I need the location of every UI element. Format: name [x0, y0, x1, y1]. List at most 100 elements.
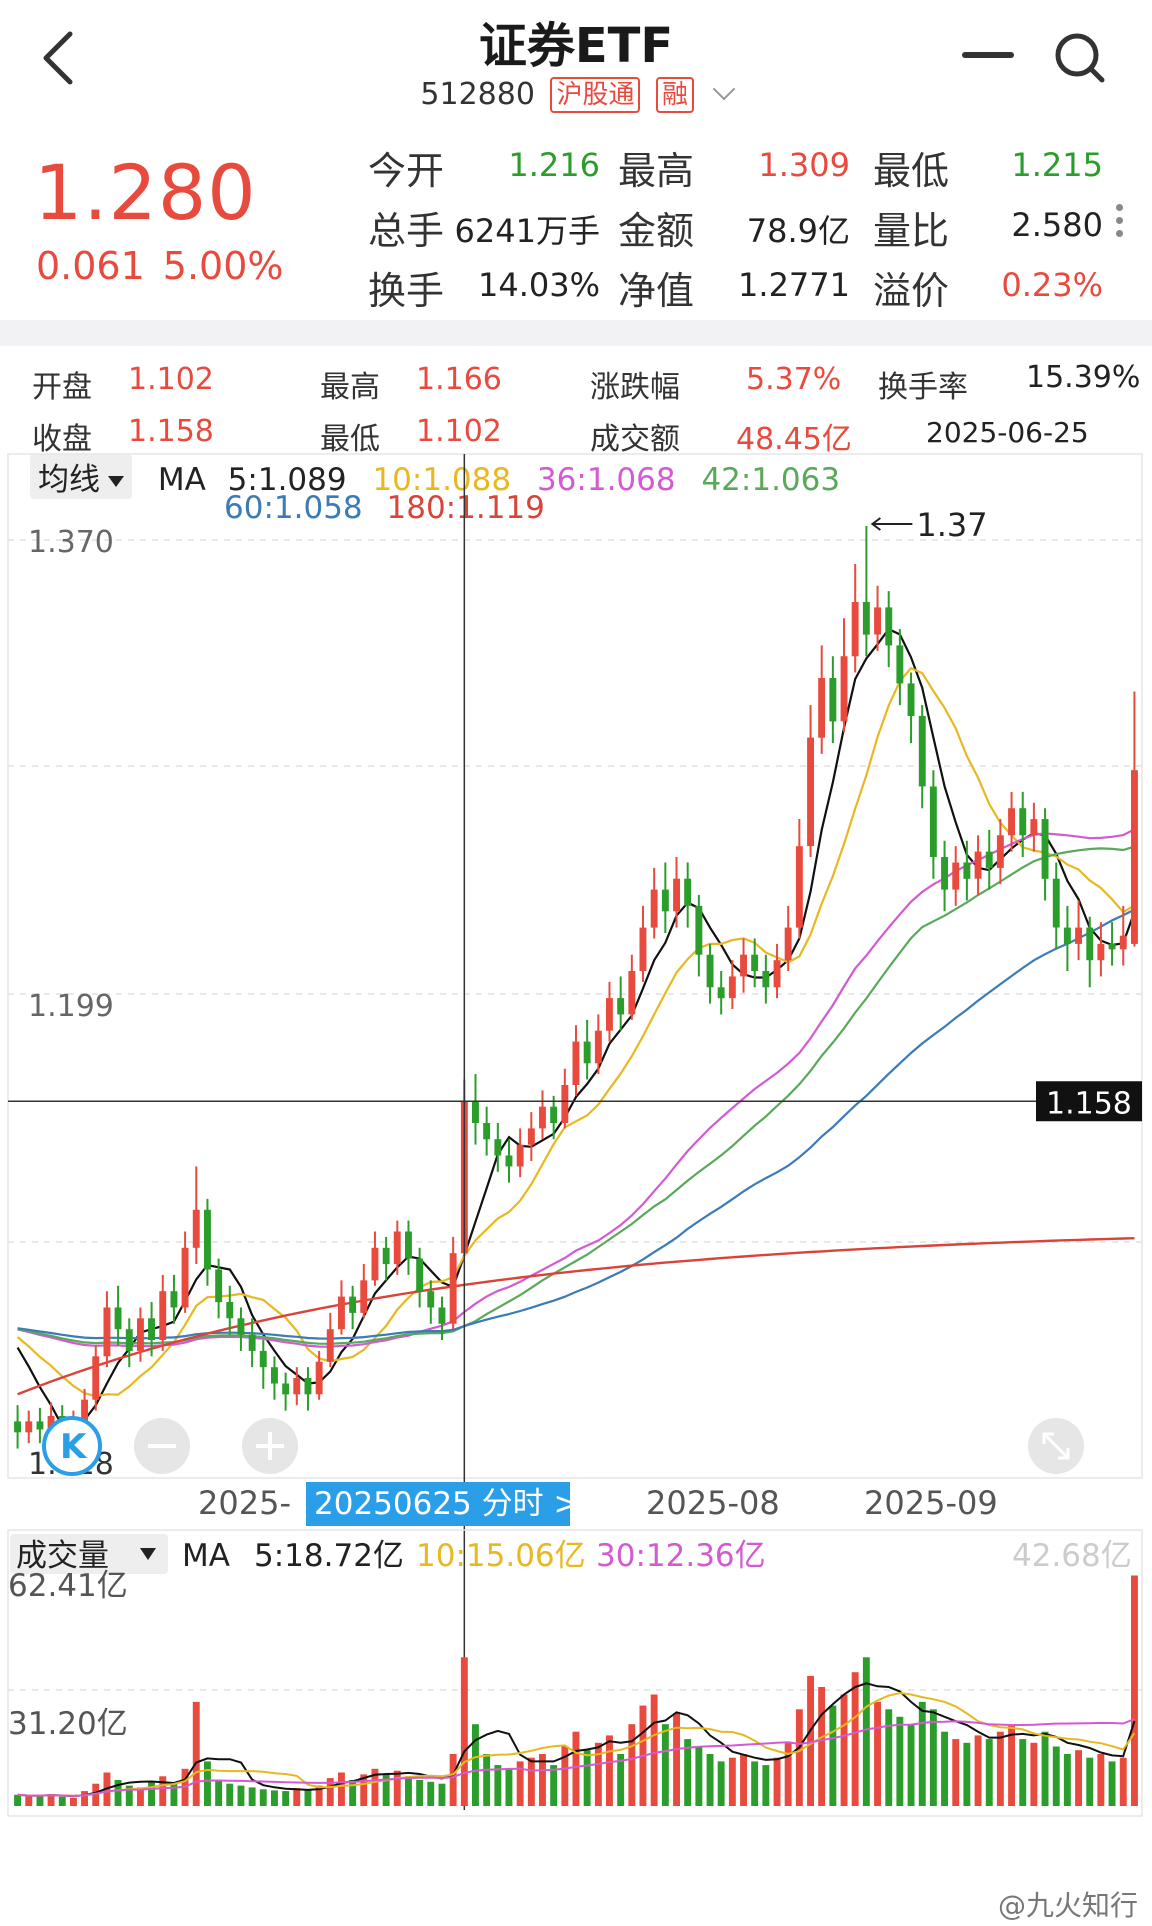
volume-bar [483, 1754, 491, 1806]
candle-body [717, 987, 725, 999]
candle [338, 1280, 345, 1335]
candle-body [706, 954, 714, 988]
candle [684, 862, 692, 928]
volume-bar [762, 1765, 770, 1806]
volume-bar [70, 1797, 77, 1806]
candle-body [25, 1421, 33, 1433]
volume-bar [349, 1780, 357, 1806]
volume-bar [58, 1796, 66, 1806]
search-icon[interactable] [1052, 30, 1108, 86]
candle [125, 1318, 133, 1368]
expand-icon [1042, 1432, 1070, 1460]
candle-body [606, 998, 613, 1031]
candle-body [226, 1302, 234, 1319]
volume-selector[interactable]: 成交量 [10, 1534, 168, 1574]
candle-body [527, 1128, 535, 1145]
quote-value-4: 78.9亿 [746, 212, 850, 250]
candle [717, 971, 725, 1015]
zoom-out-button[interactable] [134, 1418, 190, 1474]
volume-bar [271, 1790, 278, 1806]
caret-down-icon [108, 476, 124, 487]
volume-bar [829, 1705, 837, 1806]
info-chg-label: 涨跌幅 [590, 370, 680, 405]
candle-body [1075, 927, 1082, 944]
back-icon[interactable] [38, 28, 78, 88]
volume-bar [773, 1757, 781, 1806]
zoom-in-button[interactable] [242, 1418, 298, 1474]
crosshair-date-tag[interactable]: 20250625 分时 > [306, 1482, 579, 1526]
candle [985, 829, 993, 890]
candle-body [237, 1318, 245, 1335]
more-icon[interactable] [1116, 198, 1126, 243]
candle [907, 672, 915, 744]
candle [349, 1285, 357, 1330]
candle [483, 1106, 491, 1156]
volume-bar [449, 1754, 457, 1806]
quote-value-7: 1.2771 [738, 266, 850, 304]
candle [315, 1350, 323, 1400]
candle [639, 905, 647, 982]
crosshair-value-box [1036, 1081, 1142, 1122]
candle [706, 943, 714, 1004]
info-turnover-label: 换手率 [878, 370, 968, 405]
page-title: 证券ETF [478, 18, 674, 74]
candle [673, 857, 680, 928]
candle-body [1019, 808, 1027, 836]
candle-body [851, 602, 859, 657]
candle-body [349, 1296, 357, 1313]
candle-body [204, 1209, 211, 1270]
candle-body [751, 954, 759, 971]
candle [36, 1407, 44, 1444]
vol-label: 62.41亿 [8, 1568, 128, 1604]
ma-prefix: MA [157, 462, 206, 498]
k-badge[interactable]: K [42, 1416, 102, 1476]
candle [204, 1198, 211, 1286]
candle-body [438, 1307, 446, 1324]
candle-body [382, 1247, 390, 1265]
tag-hk-connect[interactable]: 沪股通 [550, 76, 641, 113]
tag-margin[interactable]: 融 [656, 76, 695, 113]
fullscreen-button[interactable] [1028, 1418, 1084, 1474]
volume-bar [527, 1757, 535, 1806]
candle [159, 1274, 167, 1351]
candle-body [326, 1329, 334, 1362]
volume-bar [650, 1694, 658, 1806]
volume-bar [237, 1785, 245, 1806]
volume-bar [550, 1765, 558, 1806]
candle-body [170, 1291, 178, 1308]
volume-bar [416, 1780, 424, 1806]
security-code: 512880 [420, 77, 535, 112]
candle [1097, 922, 1105, 977]
volume-bar [1063, 1754, 1071, 1806]
candle [248, 1318, 256, 1368]
candle-body [1119, 935, 1127, 950]
header: 证券ETF 512880 沪股通 融 [0, 0, 1152, 120]
candle [293, 1367, 301, 1406]
volume-bar [1030, 1742, 1038, 1806]
candle [695, 895, 703, 977]
candle-body [114, 1307, 122, 1330]
candle-body [1008, 808, 1015, 836]
candle [851, 563, 859, 673]
minus-icon[interactable] [962, 52, 1014, 58]
candle [114, 1285, 122, 1346]
quote-label-6: 换手 [368, 269, 445, 313]
volume-bar [1075, 1750, 1082, 1806]
candle-body [941, 857, 948, 890]
volume-bar [561, 1746, 569, 1806]
volume-bar [1086, 1757, 1094, 1806]
ma-selector[interactable]: 均线 [30, 454, 132, 499]
candle [1119, 905, 1127, 966]
volume-bar [1052, 1746, 1060, 1806]
candle-body [148, 1318, 155, 1340]
volume-bar [572, 1731, 580, 1806]
volume-bar [885, 1709, 893, 1806]
candle-body [952, 862, 960, 890]
volume-bar [1097, 1754, 1105, 1806]
quote-label-4: 金额 [618, 209, 695, 253]
y-label: 1.199 [28, 989, 114, 1024]
candle-body [1063, 927, 1071, 944]
candle-body [271, 1367, 278, 1384]
volume-bar [25, 1796, 33, 1806]
